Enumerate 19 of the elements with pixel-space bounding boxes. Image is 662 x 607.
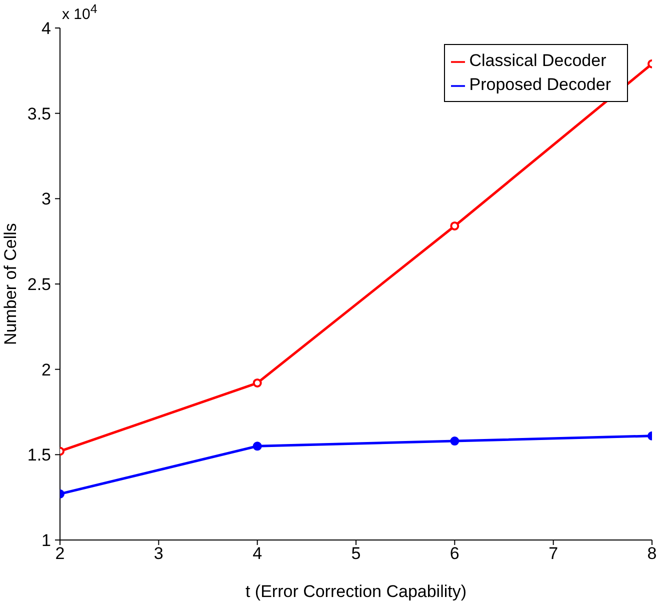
x-tick-label: 2 [55,544,65,564]
y-axis-title: Number of Cells [1,223,20,345]
x-tick-label: 3 [154,544,164,564]
text: x 10$^{4}$ [62,2,98,23]
x-tick-label: 4 [252,544,262,564]
legend-label: Classical Decoder [469,51,606,70]
y-tick-label: 3.5 [27,104,51,124]
x-tick-label: 5 [351,544,361,564]
y-tick-label: 3 [42,190,51,209]
y-tick-label: 1.5 [27,446,51,465]
x-tick-label: 8 [647,544,657,564]
x-tick-label: 6 [450,544,460,564]
x-tick-label: 7 [548,544,558,564]
y-tick-label: 2.5 [27,275,51,294]
x-axis-title: t (Error Correction Capability) [245,582,467,601]
legend-label: Proposed Decoder [469,75,611,94]
y-tick-label: 4 [42,19,51,38]
y-tick-label: 2 [42,360,51,380]
y-tick-label: 1 [42,531,51,550]
